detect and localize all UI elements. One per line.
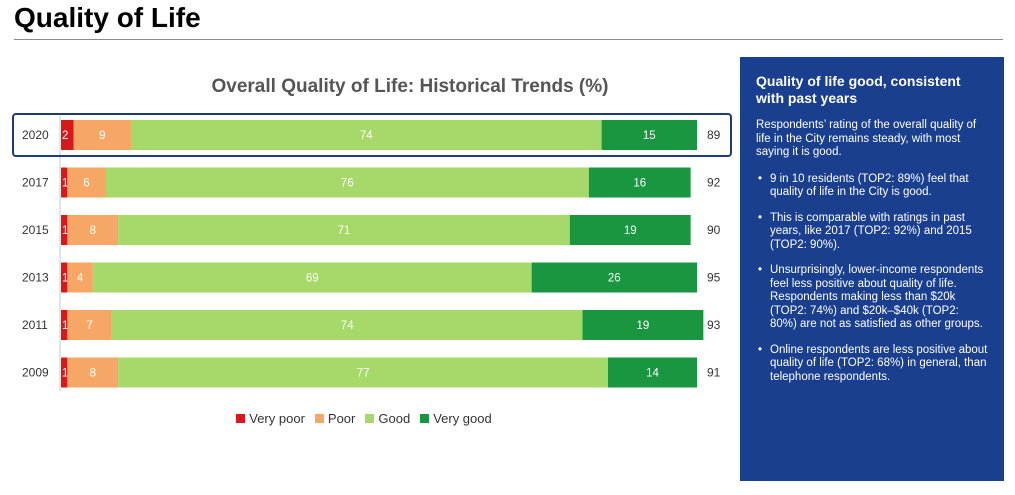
bar-segment: [61, 310, 68, 340]
bar-segment: [92, 262, 532, 293]
data-label: 7: [86, 320, 92, 332]
highlight-frame: [12, 113, 732, 157]
bar-segment: [130, 120, 602, 150]
data-label: 1: [62, 178, 68, 190]
data-label: 76: [341, 178, 354, 190]
legend-label: Very good: [433, 411, 492, 426]
bar-segment: [531, 262, 697, 293]
bar-segment: [582, 310, 704, 340]
legend-swatch: [314, 414, 324, 423]
data-label: 6: [83, 178, 89, 190]
data-label: 69: [306, 273, 319, 285]
data-label: 77: [357, 368, 370, 380]
page-heading: Quality of Life: [14, 2, 201, 33]
bar-segment: [61, 262, 68, 293]
category-label: 2015: [22, 223, 49, 237]
data-label: 1: [62, 225, 68, 237]
legend-item: Very good: [420, 411, 492, 426]
legend-swatch: [420, 414, 430, 423]
legend-item: Good: [365, 411, 410, 426]
top2-total-label: 90: [707, 223, 721, 237]
bar-segment: [607, 357, 697, 388]
top2-total-label: 93: [707, 318, 721, 332]
data-label: 19: [624, 225, 637, 237]
legend-swatch: [236, 414, 246, 423]
bar-segment: [61, 357, 68, 388]
summary-bullets: 9 in 10 residents (TOP2: 89%) feel that …: [756, 173, 988, 385]
data-label: 26: [608, 273, 621, 285]
data-label: 71: [338, 225, 351, 237]
bar-segment: [569, 215, 691, 245]
data-label: 15: [643, 130, 656, 142]
top2-total-label: 92: [707, 176, 721, 190]
legend-label: Poor: [327, 411, 356, 426]
data-label: 9: [99, 130, 105, 142]
chart-legend: Very poor Poor Good Very good: [0, 411, 728, 426]
summary-bullet: Online respondents are less positive abo…: [756, 344, 988, 385]
bar-segment: [61, 120, 74, 150]
data-label: 14: [646, 368, 659, 380]
bar-segment: [118, 215, 570, 245]
summary-bullet: 9 in 10 residents (TOP2: 89%) feel that …: [756, 173, 988, 200]
bar-segment: [111, 310, 583, 340]
data-label: 1: [62, 273, 68, 285]
bar-segment: [588, 167, 691, 198]
data-label: 8: [90, 368, 96, 380]
bar-segment: [67, 357, 119, 388]
data-label: 1: [62, 320, 68, 332]
data-label: 74: [341, 320, 354, 332]
bar-segment: [61, 215, 68, 245]
heading-divider: [14, 39, 1003, 40]
category-label: 2011: [22, 318, 48, 332]
summary-panel: Quality of life good, consistent with pa…: [740, 57, 1004, 481]
bar-segment: [601, 120, 697, 150]
summary-intro: Respondents’ rating of the overall quali…: [756, 119, 977, 158]
summary-title: Quality of life good, consistent with pa…: [756, 73, 961, 106]
data-label: 16: [633, 178, 646, 190]
bar-segment: [118, 357, 608, 388]
chart-title: Overall Quality of Life: Historical Tren…: [211, 76, 609, 97]
bar-segment: [67, 310, 112, 340]
data-label: 1: [62, 368, 68, 380]
bar-segment: [61, 167, 68, 198]
data-label: 4: [77, 273, 84, 285]
bar-segment: [67, 215, 119, 245]
legend-item: Very poor: [236, 411, 305, 426]
top2-total-label: 89: [707, 128, 721, 142]
bar-segment: [67, 262, 93, 293]
data-label: 74: [360, 130, 373, 142]
category-label: 2020: [22, 128, 49, 142]
category-label: 2013: [22, 271, 49, 285]
bar-segment: [73, 120, 131, 150]
data-label: 19: [637, 320, 650, 332]
bar-segment: [67, 167, 106, 198]
top2-total-label: 91: [707, 366, 721, 380]
category-label: 2009: [22, 366, 49, 380]
legend-swatch: [365, 414, 375, 423]
data-label: 8: [90, 225, 96, 237]
data-label: 2: [62, 130, 68, 142]
bar-segment: [105, 167, 589, 198]
legend-label: Very poor: [249, 411, 305, 426]
legend-item: Poor: [314, 411, 356, 426]
top2-total-label: 95: [707, 271, 721, 285]
summary-bullet: Unsurprisingly, lower-income respondents…: [756, 264, 988, 332]
category-label: 2017: [22, 176, 49, 190]
legend-label: Good: [378, 411, 411, 426]
summary-bullet: This is comparable with ratings in past …: [756, 212, 988, 253]
